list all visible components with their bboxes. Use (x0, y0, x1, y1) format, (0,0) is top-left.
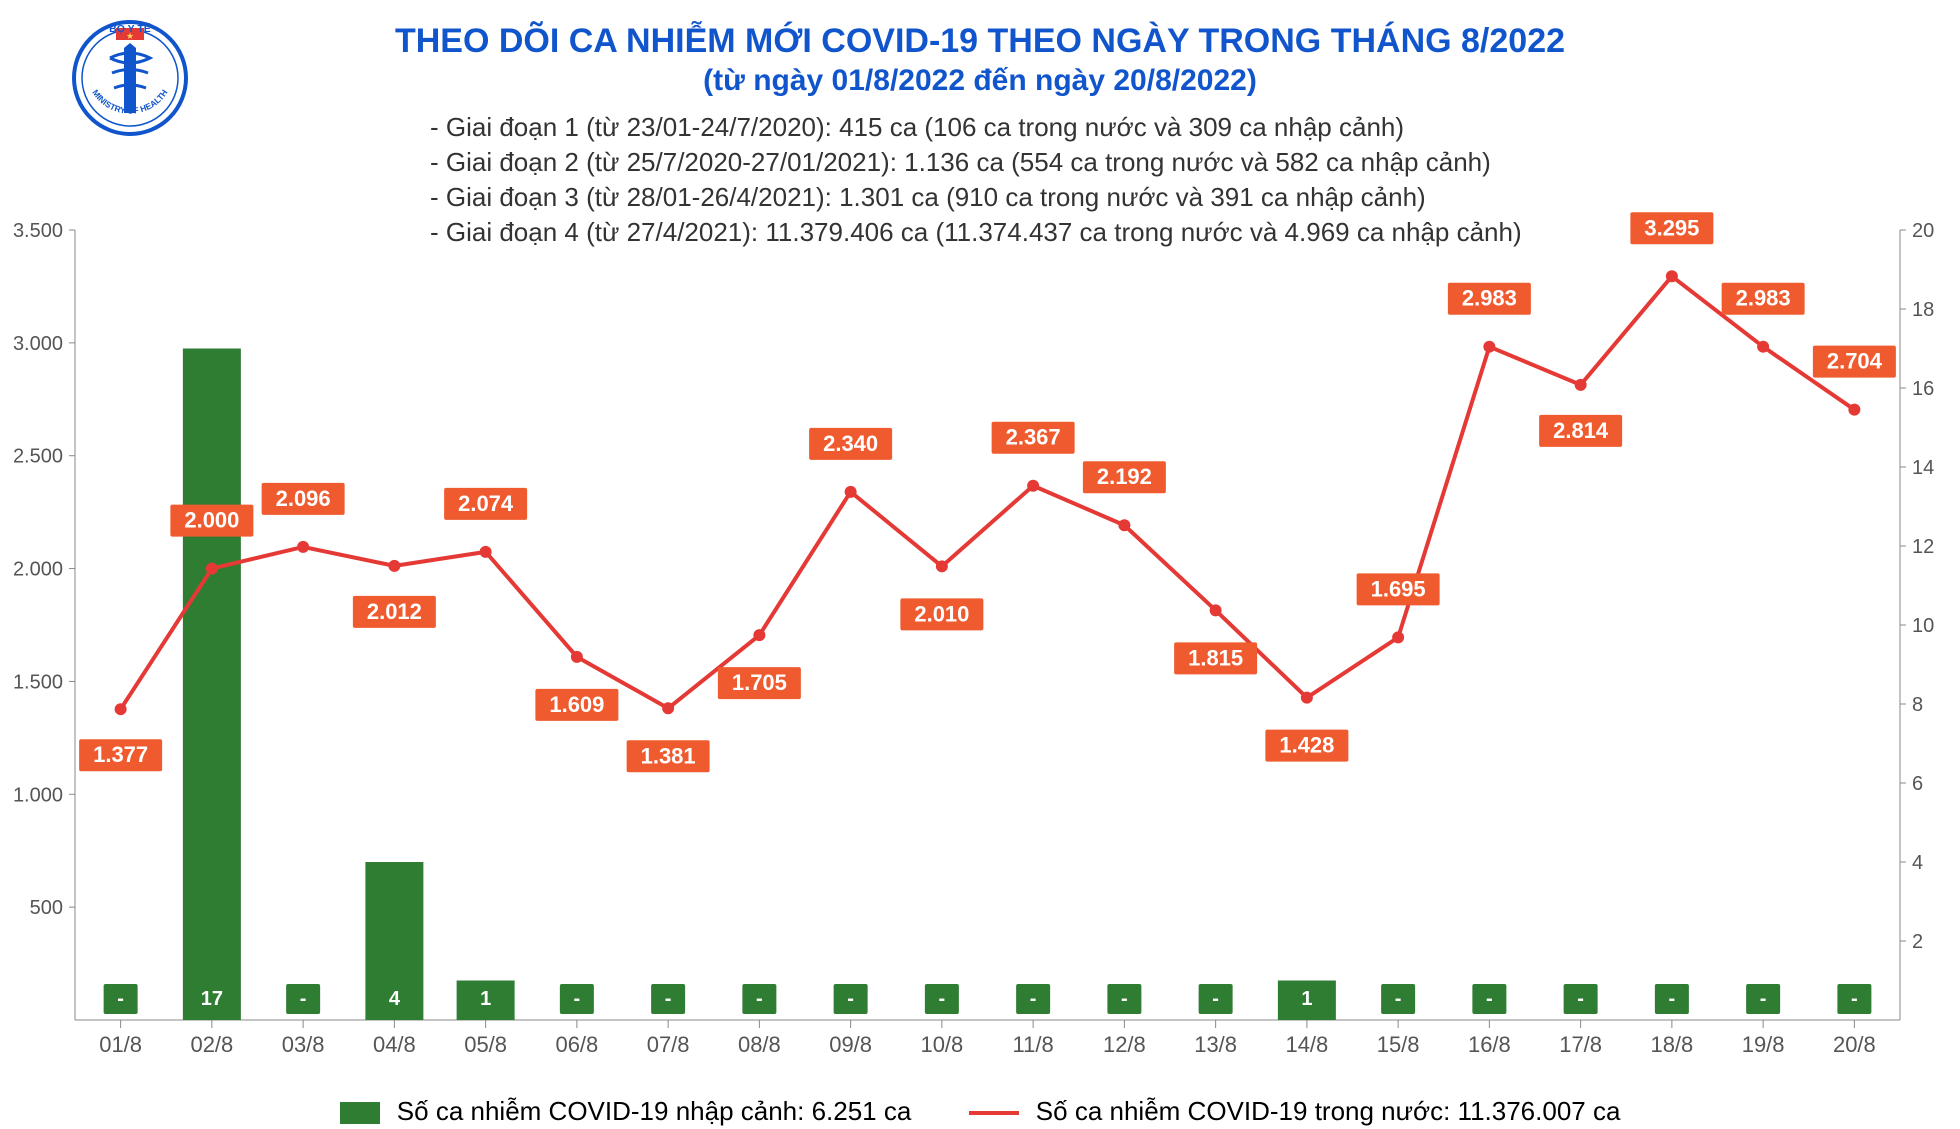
svg-text:1.609: 1.609 (549, 692, 604, 717)
svg-text:-: - (1851, 988, 1858, 1010)
svg-text:13/8: 13/8 (1194, 1032, 1237, 1057)
svg-text:-: - (1212, 988, 1219, 1010)
svg-text:01/8: 01/8 (99, 1032, 142, 1057)
svg-text:3.000: 3.000 (13, 333, 63, 355)
svg-text:2.096: 2.096 (276, 486, 331, 511)
svg-text:20/8: 20/8 (1833, 1032, 1876, 1057)
svg-text:2.340: 2.340 (823, 431, 878, 456)
svg-text:-: - (1760, 988, 1767, 1010)
svg-text:-: - (847, 988, 854, 1010)
svg-text:-: - (939, 988, 946, 1010)
svg-text:3.500: 3.500 (13, 220, 63, 242)
svg-text:2.367: 2.367 (1006, 425, 1061, 450)
svg-text:11/8: 11/8 (1013, 1032, 1054, 1057)
svg-text:02/8: 02/8 (190, 1032, 233, 1057)
svg-text:1.695: 1.695 (1371, 576, 1426, 601)
svg-text:05/8: 05/8 (464, 1032, 507, 1057)
legend-bar-label: Số ca nhiễm COVID-19 nhập cảnh: 6.251 ca (397, 1096, 912, 1126)
svg-text:18: 18 (1912, 299, 1934, 321)
svg-text:1: 1 (1301, 988, 1312, 1010)
svg-text:-: - (1121, 988, 1128, 1010)
svg-text:2.074: 2.074 (458, 491, 514, 516)
svg-text:-: - (574, 988, 581, 1010)
svg-text:17/8: 17/8 (1559, 1032, 1602, 1057)
svg-text:14/8: 14/8 (1285, 1032, 1328, 1057)
svg-text:2.983: 2.983 (1462, 286, 1517, 311)
svg-text:3.295: 3.295 (1644, 215, 1699, 240)
svg-text:19/8: 19/8 (1742, 1032, 1785, 1057)
svg-text:8: 8 (1912, 694, 1923, 716)
svg-text:08/8: 08/8 (738, 1032, 781, 1057)
svg-text:1: 1 (480, 988, 491, 1010)
svg-text:10/8: 10/8 (920, 1032, 963, 1057)
svg-text:6: 6 (1912, 773, 1923, 795)
svg-text:12: 12 (1912, 536, 1934, 558)
svg-text:17: 17 (201, 988, 223, 1010)
svg-text:-: - (1030, 988, 1037, 1010)
legend-line-label: Số ca nhiễm COVID-19 trong nước: 11.376.… (1036, 1096, 1621, 1126)
svg-text:07/8: 07/8 (647, 1032, 690, 1057)
svg-text:1.377: 1.377 (93, 742, 148, 767)
svg-text:-: - (300, 988, 307, 1010)
svg-text:1.815: 1.815 (1188, 645, 1243, 670)
svg-text:16: 16 (1912, 378, 1934, 400)
svg-text:04/8: 04/8 (373, 1032, 416, 1057)
svg-text:-: - (1486, 988, 1493, 1010)
legend-bar-swatch (340, 1102, 380, 1124)
svg-text:-: - (1669, 988, 1676, 1010)
svg-text:2.012: 2.012 (367, 599, 422, 624)
svg-text:20: 20 (1912, 220, 1934, 242)
svg-text:-: - (117, 988, 124, 1010)
svg-text:1.381: 1.381 (641, 743, 696, 768)
svg-text:-: - (756, 988, 763, 1010)
svg-text:4: 4 (389, 988, 401, 1010)
svg-text:03/8: 03/8 (282, 1032, 325, 1057)
svg-text:18/8: 18/8 (1650, 1032, 1693, 1057)
svg-text:2.000: 2.000 (184, 508, 239, 533)
svg-text:12/8: 12/8 (1103, 1032, 1146, 1057)
svg-text:1.000: 1.000 (13, 784, 63, 806)
svg-text:06/8: 06/8 (555, 1032, 598, 1057)
svg-text:1.705: 1.705 (732, 670, 787, 695)
svg-text:15/8: 15/8 (1377, 1032, 1420, 1057)
svg-text:2.192: 2.192 (1097, 464, 1152, 489)
svg-text:10: 10 (1912, 615, 1934, 637)
chart-canvas: 5001.0001.5002.0002.5003.0003.5002468101… (0, 0, 1960, 1129)
svg-text:2.500: 2.500 (13, 446, 63, 468)
svg-text:4: 4 (1912, 852, 1923, 874)
svg-text:09/8: 09/8 (829, 1032, 872, 1057)
svg-text:16/8: 16/8 (1468, 1032, 1511, 1057)
svg-text:2.000: 2.000 (13, 559, 63, 581)
svg-text:1.500: 1.500 (13, 671, 63, 693)
svg-text:2.814: 2.814 (1553, 418, 1609, 443)
svg-text:2.010: 2.010 (914, 601, 969, 626)
chart-legend: Số ca nhiễm COVID-19 nhập cảnh: 6.251 ca… (0, 1096, 1960, 1127)
svg-text:2: 2 (1912, 931, 1923, 953)
svg-text:-: - (1577, 988, 1584, 1010)
svg-text:14: 14 (1912, 457, 1934, 479)
legend-line-swatch (969, 1111, 1019, 1115)
svg-text:2.704: 2.704 (1827, 349, 1883, 374)
svg-text:-: - (665, 988, 672, 1010)
svg-text:-: - (1395, 988, 1402, 1010)
svg-text:1.428: 1.428 (1279, 733, 1334, 758)
svg-text:2.983: 2.983 (1736, 286, 1791, 311)
svg-text:500: 500 (30, 897, 63, 919)
